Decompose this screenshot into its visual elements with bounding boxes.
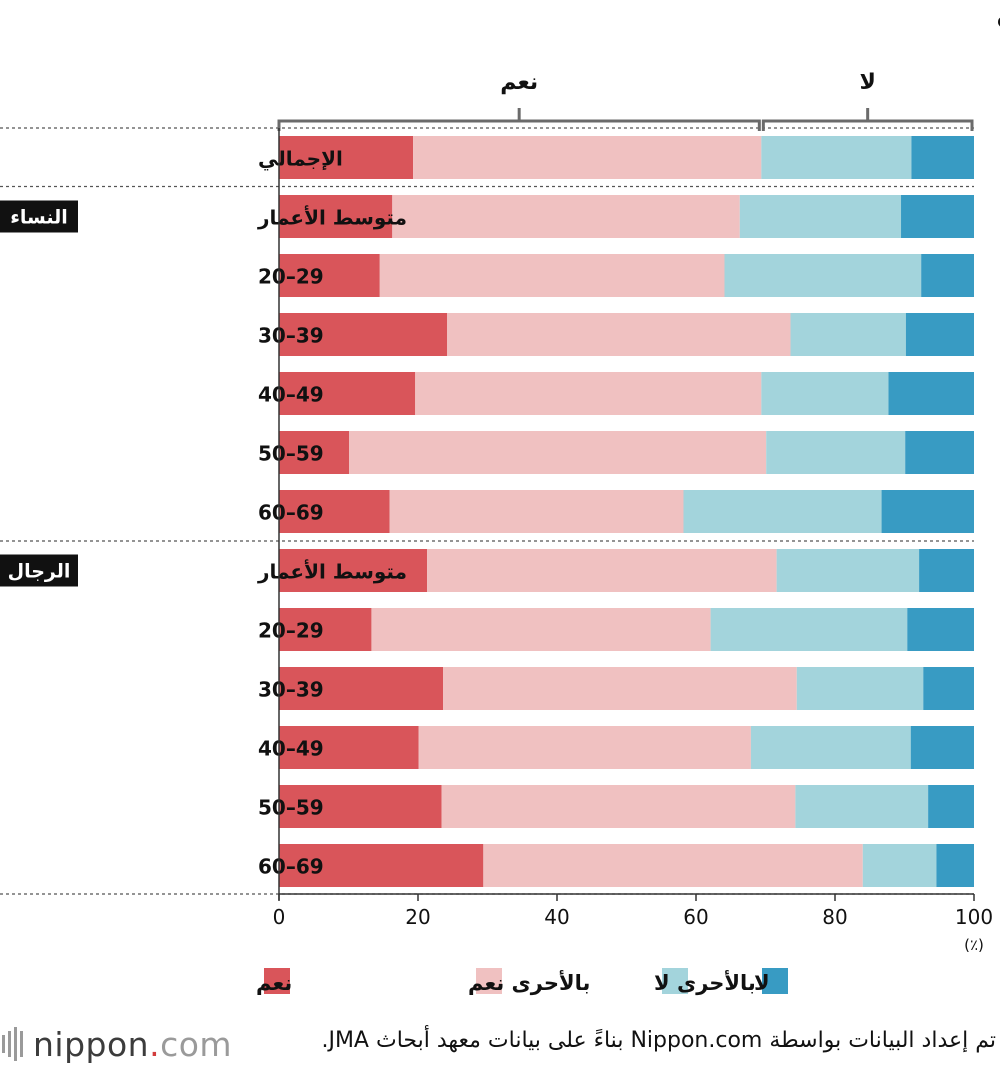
legend-swatch xyxy=(476,968,502,994)
bar-segment xyxy=(279,195,393,238)
logo-main: nippon xyxy=(33,1024,150,1064)
legend-label: لا xyxy=(754,971,770,995)
bar-segment xyxy=(279,431,350,474)
x-tick-label: 20 xyxy=(405,905,430,929)
category-label: متوسط الأعمار xyxy=(257,559,407,584)
bar-segment xyxy=(776,549,920,592)
bar-segment xyxy=(910,726,974,769)
x-tick-label: 60 xyxy=(683,905,708,929)
bar-segment xyxy=(447,313,791,356)
bar-segment xyxy=(766,431,906,474)
bar-segment xyxy=(796,667,924,710)
category-label: 59–50 xyxy=(258,442,324,466)
source-note: تم إعداد البيانات بواسطة Nippon.com بناء… xyxy=(321,1028,996,1053)
legend-swatch xyxy=(264,968,290,994)
logo-tld: com xyxy=(160,1024,233,1064)
bar-segment xyxy=(862,844,937,887)
bar-segment xyxy=(919,549,974,592)
bar-segment xyxy=(349,431,767,474)
bar-segment xyxy=(710,608,908,651)
logo-bars-icon xyxy=(2,1027,23,1061)
bar-segment xyxy=(279,136,414,179)
category-label: 39–30 xyxy=(258,324,324,348)
bar-segment xyxy=(392,195,740,238)
unit-label: (٪) xyxy=(964,936,984,954)
x-tick-label: 40 xyxy=(544,905,569,929)
bar-segment xyxy=(750,726,911,769)
category-label: 29–20 xyxy=(258,619,324,643)
x-tick-label: 80 xyxy=(822,905,847,929)
bar-segment xyxy=(279,490,390,533)
bar-segment xyxy=(739,195,902,238)
bar-segment xyxy=(418,726,751,769)
stacked-bar-chart: هل تستفيد جيدًا من المنتجات الجاهزة؟ الإج… xyxy=(0,11,1000,995)
legend-swatch xyxy=(762,968,788,994)
bar-segment xyxy=(441,785,796,828)
bracket-no xyxy=(761,119,974,131)
bar-segment xyxy=(905,431,974,474)
bar-segment xyxy=(279,313,448,356)
bar-segment xyxy=(427,549,777,592)
bar-segment xyxy=(279,726,419,769)
category-label: 49–40 xyxy=(258,383,324,407)
bar-segment xyxy=(936,844,974,887)
bar-segment xyxy=(888,372,974,415)
category-label: 49–40 xyxy=(258,737,324,761)
group-badge-men: الرجال xyxy=(8,561,71,583)
x-tick-label: 100 xyxy=(955,905,993,929)
bar-segment xyxy=(279,667,444,710)
legend-swatch xyxy=(662,968,688,994)
group-badge-women-bg xyxy=(0,200,78,233)
bar-segment xyxy=(379,254,725,297)
bar-segment xyxy=(928,785,974,828)
bar-segment xyxy=(415,372,762,415)
bar-segment xyxy=(279,254,380,297)
bar-segment xyxy=(279,608,372,651)
bar-segment xyxy=(279,372,416,415)
bar-segment xyxy=(279,549,428,592)
x-tick-label: 0 xyxy=(273,905,286,929)
category-label: متوسط الأعمار xyxy=(257,205,407,230)
bracket-yes xyxy=(277,119,761,131)
category-label: الإجمالي xyxy=(258,147,343,172)
legend-label: بالأحرى نعم xyxy=(468,969,590,995)
category-label: 59–50 xyxy=(258,796,324,820)
legend-label: بالأحرى لا xyxy=(654,969,756,995)
category-label: 69–60 xyxy=(258,501,324,525)
bar-segment xyxy=(279,785,442,828)
logo-wordmark: nippon.com xyxy=(33,1025,232,1064)
bar-segment xyxy=(371,608,711,651)
bar-segment xyxy=(795,785,929,828)
bar-segment xyxy=(483,844,863,887)
bar-segment xyxy=(761,136,912,179)
bar-segment xyxy=(724,254,922,297)
bar-segment xyxy=(881,490,974,533)
group-badge-men-bg xyxy=(0,554,78,587)
bar-segment xyxy=(790,313,906,356)
bar-segment xyxy=(911,136,974,179)
group-badge-women: النساء xyxy=(10,207,68,229)
bar-segment xyxy=(413,136,762,179)
bar-segment xyxy=(905,313,974,356)
bar-segment xyxy=(683,490,882,533)
bar-segment xyxy=(901,195,974,238)
bar-segment xyxy=(907,608,974,651)
logo-dot: . xyxy=(149,1024,161,1064)
bar-segment xyxy=(443,667,797,710)
bar-segment xyxy=(279,844,484,887)
bar-segment xyxy=(923,667,974,710)
category-label: 69–60 xyxy=(258,855,324,879)
bracket-yes-label: نعم xyxy=(500,70,538,95)
nippon-logo: nippon.com xyxy=(2,1024,232,1064)
bar-segment xyxy=(389,490,684,533)
bar-segment xyxy=(761,372,889,415)
category-label: 29–20 xyxy=(258,265,324,289)
category-label: 39–30 xyxy=(258,678,324,702)
bracket-no-label: لا xyxy=(859,70,875,95)
legend-label: نعم xyxy=(256,971,292,995)
bar-segment xyxy=(921,254,974,297)
chart-title: هل تستفيد جيدًا من المنتجات الجاهزة؟ xyxy=(996,11,1000,45)
